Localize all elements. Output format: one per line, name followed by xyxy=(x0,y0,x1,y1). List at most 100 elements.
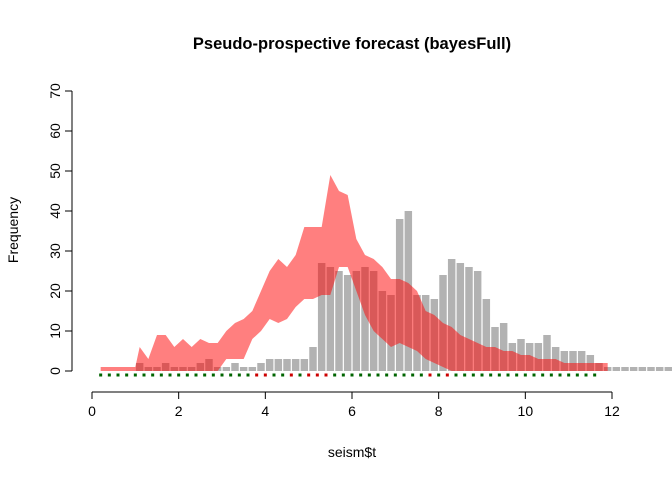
event-mark xyxy=(133,373,137,377)
event-mark xyxy=(584,373,588,377)
histogram-bar xyxy=(456,263,465,371)
event-mark xyxy=(515,373,519,377)
histogram-bar xyxy=(482,299,491,371)
event-mark xyxy=(99,373,103,377)
event-mark xyxy=(263,373,267,377)
event-mark xyxy=(350,373,354,377)
event-mark xyxy=(497,373,501,377)
x-tick-label: 6 xyxy=(348,403,356,419)
y-tick-label: 70 xyxy=(47,83,63,99)
event-mark xyxy=(315,373,319,377)
histogram-bar xyxy=(231,363,239,371)
event-mark xyxy=(437,373,441,377)
event-mark xyxy=(159,373,163,377)
histogram-bar xyxy=(239,367,248,371)
event-mark xyxy=(541,373,545,377)
event-mark xyxy=(575,373,579,377)
interval-polygon xyxy=(100,175,608,371)
x-tick-label: 2 xyxy=(175,403,183,419)
histogram-bar xyxy=(326,267,335,371)
event-mark xyxy=(151,373,155,377)
x-tick-label: 8 xyxy=(435,403,443,419)
event-mark xyxy=(506,373,510,377)
forecast-interval-band xyxy=(100,175,608,371)
event-mark xyxy=(593,373,597,377)
event-mark xyxy=(281,373,285,377)
x-axis-label: seism$t xyxy=(328,444,376,460)
histogram-bar xyxy=(317,263,326,371)
event-mark xyxy=(298,373,302,377)
event-mark xyxy=(471,373,475,377)
histogram-bar xyxy=(473,271,482,371)
event-mark xyxy=(307,373,311,377)
event-mark xyxy=(220,373,224,377)
event-mark xyxy=(489,373,493,377)
event-mark xyxy=(333,373,337,377)
histogram-bar xyxy=(621,367,629,371)
histogram-bar xyxy=(439,275,447,371)
event-mark xyxy=(142,373,146,377)
histogram-bar xyxy=(447,259,456,371)
y-axis: 0 10 20 30 40 50 60 70 xyxy=(47,83,73,375)
histogram-bar xyxy=(612,367,621,371)
histogram-bar xyxy=(265,359,274,371)
histogram-bar xyxy=(361,267,369,371)
histogram-bar xyxy=(300,359,309,371)
histogram-bar xyxy=(560,351,569,371)
event-mark xyxy=(445,373,449,377)
event-mark xyxy=(359,373,363,377)
event-mark xyxy=(168,373,172,377)
histogram-bar xyxy=(577,351,586,371)
event-mark xyxy=(107,373,111,377)
y-tick-label: 50 xyxy=(47,163,63,179)
event-mark xyxy=(185,373,189,377)
chart-title: Pseudo-prospective forecast (bayesFull) xyxy=(193,35,511,53)
x-tick-label: 0 xyxy=(88,403,96,419)
event-mark xyxy=(558,373,562,377)
event-mark xyxy=(289,373,293,377)
event-mark xyxy=(463,373,467,377)
event-mark xyxy=(367,373,371,377)
histogram-bar xyxy=(248,367,257,371)
y-tick-label: 0 xyxy=(47,367,63,375)
y-axis-label: Frequency xyxy=(5,197,21,263)
y-tick-label: 60 xyxy=(47,123,63,139)
histogram-bar xyxy=(343,275,352,371)
x-tick-label: 12 xyxy=(604,403,620,419)
histogram-bar xyxy=(335,271,343,371)
histogram-bar xyxy=(309,347,317,371)
event-mark xyxy=(116,373,120,377)
event-mark xyxy=(255,373,259,377)
x-axis: 0 2 4 6 8 10 12 xyxy=(88,391,620,419)
event-mark xyxy=(194,373,198,377)
event-mark xyxy=(523,373,527,377)
event-mark xyxy=(376,373,380,377)
histogram-bar xyxy=(569,351,577,371)
event-mark xyxy=(203,373,207,377)
histogram-bar xyxy=(257,363,265,371)
histogram-bar xyxy=(499,323,508,371)
histogram-bar xyxy=(534,343,543,371)
event-mark xyxy=(229,373,233,377)
histogram-bar xyxy=(629,367,638,371)
event-mark xyxy=(211,373,215,377)
event-mark xyxy=(272,373,276,377)
histogram-bar xyxy=(222,367,231,371)
x-tick-label: 4 xyxy=(261,403,269,419)
histogram-bar xyxy=(664,367,672,371)
event-mark xyxy=(177,373,181,377)
histogram-bar xyxy=(283,359,291,371)
event-marks xyxy=(99,373,597,377)
histogram-bar xyxy=(543,335,551,371)
event-mark xyxy=(324,373,328,377)
histogram-bar xyxy=(291,359,300,371)
y-tick-label: 30 xyxy=(47,243,63,259)
histogram-bar xyxy=(638,367,647,371)
event-mark xyxy=(428,373,432,377)
event-mark xyxy=(402,373,406,377)
y-tick-label: 40 xyxy=(47,203,63,219)
event-mark xyxy=(125,373,129,377)
event-mark xyxy=(532,373,536,377)
histogram-bar xyxy=(465,267,473,371)
